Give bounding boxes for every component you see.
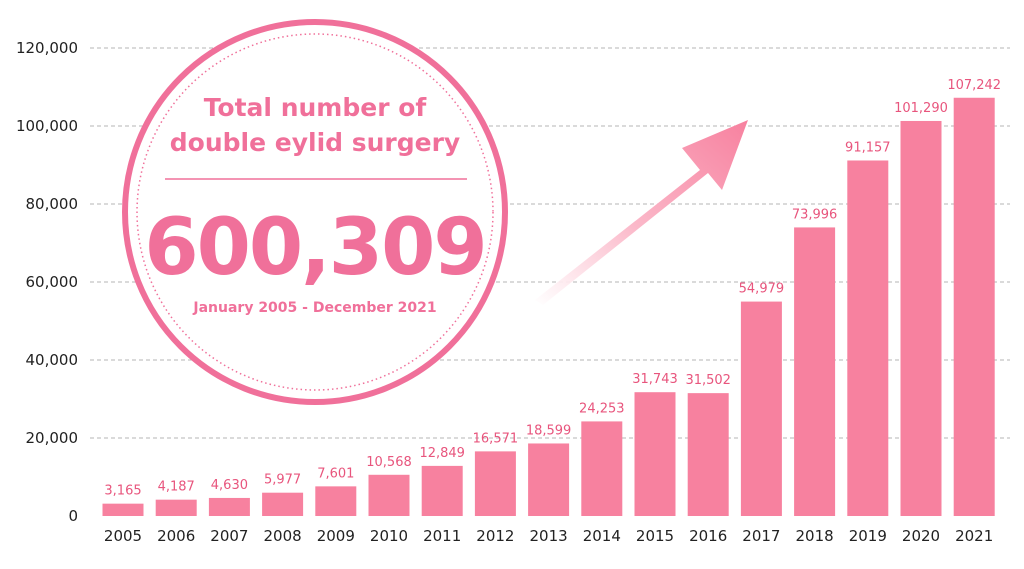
x-tick-label: 2015 bbox=[636, 527, 674, 545]
x-tick-label: 2014 bbox=[583, 527, 621, 545]
bar-value-label: 10,568 bbox=[366, 455, 412, 470]
y-tick-label: 120,000 bbox=[16, 39, 78, 57]
x-tick-label: 2019 bbox=[849, 527, 887, 545]
bar-value-label: 4,187 bbox=[158, 480, 195, 495]
bar bbox=[262, 492, 304, 516]
y-tick-label: 60,000 bbox=[26, 273, 79, 291]
bar bbox=[208, 497, 250, 516]
bar-value-label: 31,743 bbox=[632, 372, 678, 387]
bar bbox=[102, 503, 144, 516]
bar bbox=[634, 392, 676, 516]
bar bbox=[155, 499, 197, 516]
bar-value-label: 5,977 bbox=[264, 473, 301, 488]
bar-value-label: 91,157 bbox=[845, 140, 891, 155]
bar bbox=[847, 160, 889, 516]
x-tick-label: 2018 bbox=[796, 527, 834, 545]
x-tick-label: 2008 bbox=[264, 527, 302, 545]
x-axis-tick-labels: 2005 2006 2007 2008 2009 2010 2011 2012 2013 2014… bbox=[104, 527, 993, 545]
bar-value-label: 54,979 bbox=[739, 282, 785, 297]
bar bbox=[740, 301, 782, 516]
bars bbox=[102, 97, 995, 517]
bar-value-label: 7,601 bbox=[317, 466, 354, 481]
trend-arrow-icon bbox=[535, 120, 748, 305]
bar-value-label: 73,996 bbox=[792, 207, 838, 222]
x-tick-label: 2006 bbox=[157, 527, 195, 545]
bar bbox=[474, 451, 516, 516]
bar bbox=[581, 421, 623, 516]
bar-value-label: 12,849 bbox=[419, 446, 465, 461]
badge-dotted-ring bbox=[136, 33, 494, 391]
badge-title-line2: double eylid surgery bbox=[170, 128, 460, 157]
bar-value-label: 24,253 bbox=[579, 401, 625, 416]
bar bbox=[368, 474, 410, 516]
badge-outer-ring bbox=[122, 19, 508, 405]
bar-value-labels: 3,165 4,187 4,630 5,977 7,601 10,568 12,849 16,… bbox=[104, 78, 1001, 499]
bar bbox=[315, 486, 357, 516]
x-tick-label: 2017 bbox=[742, 527, 780, 545]
x-tick-label: 2010 bbox=[370, 527, 408, 545]
x-tick-label: 2013 bbox=[530, 527, 568, 545]
x-tick-label: 2007 bbox=[210, 527, 248, 545]
bar bbox=[953, 97, 995, 517]
bar-value-label: 4,630 bbox=[211, 478, 248, 493]
bar bbox=[528, 443, 570, 516]
bar bbox=[794, 227, 836, 517]
badge-period: January 2005 - December 2021 bbox=[192, 300, 436, 316]
bar-value-label: 31,502 bbox=[685, 373, 731, 388]
x-tick-label: 2011 bbox=[423, 527, 461, 545]
y-tick-label: 40,000 bbox=[26, 351, 79, 369]
x-tick-label: 2021 bbox=[955, 527, 993, 545]
y-axis-tick-labels: 0 20,000 40,000 60,000 80,000 100,000 120,000 bbox=[16, 39, 78, 525]
bar-value-label: 107,242 bbox=[947, 78, 1001, 93]
bar-value-label: 101,290 bbox=[894, 101, 948, 116]
bar-value-label: 3,165 bbox=[104, 484, 141, 499]
bar-value-label: 16,571 bbox=[473, 431, 519, 446]
badge-total-value: 600,309 bbox=[144, 203, 485, 293]
badge-title-line1: Total number of bbox=[204, 93, 428, 122]
y-tick-label: 100,000 bbox=[16, 117, 78, 135]
x-tick-label: 2016 bbox=[689, 527, 727, 545]
x-tick-label: 2020 bbox=[902, 527, 940, 545]
total-badge: Total number of double eylid surgery 600… bbox=[122, 19, 508, 405]
x-tick-label: 2012 bbox=[476, 527, 514, 545]
y-tick-label: 80,000 bbox=[26, 195, 79, 213]
y-tick-label: 0 bbox=[68, 507, 78, 525]
x-tick-label: 2009 bbox=[317, 527, 355, 545]
bar bbox=[421, 465, 463, 516]
bar bbox=[687, 393, 729, 516]
bar bbox=[900, 120, 942, 517]
y-tick-label: 20,000 bbox=[26, 429, 79, 447]
bar-value-label: 18,599 bbox=[526, 423, 572, 438]
x-tick-label: 2005 bbox=[104, 527, 142, 545]
